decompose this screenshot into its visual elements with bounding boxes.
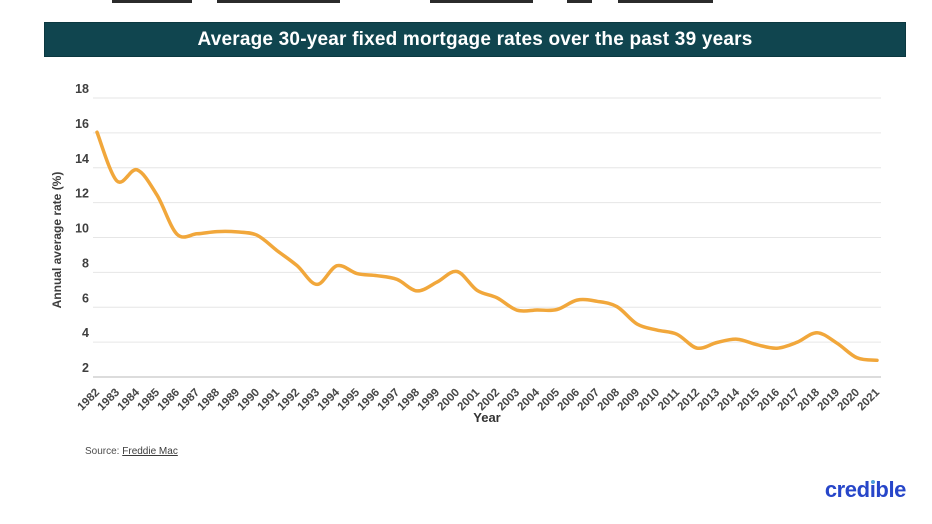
- x-tick-label: 2017: [776, 387, 803, 414]
- x-tick-label: 1997: [376, 387, 403, 414]
- top-crop-mark: [217, 0, 340, 3]
- y-tick-label: 12: [75, 187, 89, 201]
- x-tick-label: 1996: [356, 387, 383, 414]
- x-tick-label: 2021: [856, 386, 883, 413]
- y-tick-label: 18: [75, 82, 89, 96]
- x-tick-label: 1986: [156, 387, 183, 414]
- source-prefix: Source:: [85, 446, 123, 457]
- x-tick-label: 1983: [96, 387, 123, 414]
- y-axis-title: Annual average rate (%): [50, 171, 64, 309]
- x-tick-label: 2000: [436, 387, 463, 414]
- x-tick-label: 2020: [836, 387, 863, 414]
- x-tick-label: 2018: [796, 386, 823, 413]
- x-tick-label: 1999: [416, 387, 443, 414]
- x-tick-label: 2013: [696, 387, 723, 414]
- x-axis-title: Year: [473, 410, 501, 425]
- chart-line: [95, 130, 879, 363]
- x-tick-label: 1998: [396, 386, 423, 413]
- top-crop-mark: [112, 0, 192, 3]
- x-tick-label: 2015: [736, 386, 763, 413]
- y-tick-label: 6: [82, 291, 89, 305]
- x-tick-label: 1991: [256, 386, 283, 413]
- x-tick-label: 1988: [196, 386, 223, 413]
- y-tick-label: 10: [75, 222, 89, 236]
- x-tick-label: 2005: [536, 386, 563, 413]
- y-tick-label: 8: [82, 256, 89, 270]
- x-tick-label: 1982: [76, 387, 103, 414]
- top-crop-mark: [567, 0, 592, 3]
- x-tick-label: 1985: [136, 386, 163, 413]
- x-tick-label: 2009: [616, 387, 643, 414]
- source-link[interactable]: Freddie Mac: [122, 446, 178, 457]
- x-tick-label: 1993: [296, 387, 323, 414]
- logo-text-end: ble: [875, 477, 906, 502]
- x-tick-label: 2008: [596, 386, 623, 413]
- y-tick-label: 4: [82, 326, 89, 340]
- logo-text-start: cred: [824, 477, 870, 502]
- source-note: Source: Freddie Mac: [85, 446, 178, 457]
- x-tick-label: 1984: [116, 386, 143, 413]
- y-tick-label: 2: [82, 361, 89, 375]
- top-crop-mark: [618, 0, 713, 3]
- x-tick-label: 1987: [176, 387, 203, 414]
- x-tick-label: 1990: [236, 387, 263, 414]
- x-tick-label: 2004: [516, 386, 543, 413]
- x-tick-label: 2010: [636, 387, 663, 414]
- x-tick-label: 2016: [756, 387, 783, 414]
- x-tick-label: 1989: [216, 387, 243, 414]
- y-tick-label: 14: [75, 152, 89, 166]
- x-tick-label: 1994: [316, 386, 343, 413]
- chart-title-bar: Average 30-year fixed mortgage rates ove…: [44, 22, 906, 57]
- x-tick-label: 2019: [816, 387, 843, 414]
- y-tick-label: 16: [75, 117, 89, 131]
- x-tick-label: 1992: [276, 387, 303, 414]
- logo-i-letter: ı: [869, 477, 876, 502]
- x-tick-label: 2006: [556, 387, 583, 414]
- x-tick-label: 2012: [676, 387, 703, 414]
- top-crop-mark: [430, 0, 533, 3]
- x-tick-label: 2007: [576, 387, 603, 414]
- credible-logo[interactable]: credıble: [824, 477, 907, 502]
- x-tick-label: 2014: [716, 386, 743, 413]
- x-tick-label: 1995: [336, 386, 363, 413]
- chart-title: Average 30-year fixed mortgage rates ove…: [197, 28, 753, 50]
